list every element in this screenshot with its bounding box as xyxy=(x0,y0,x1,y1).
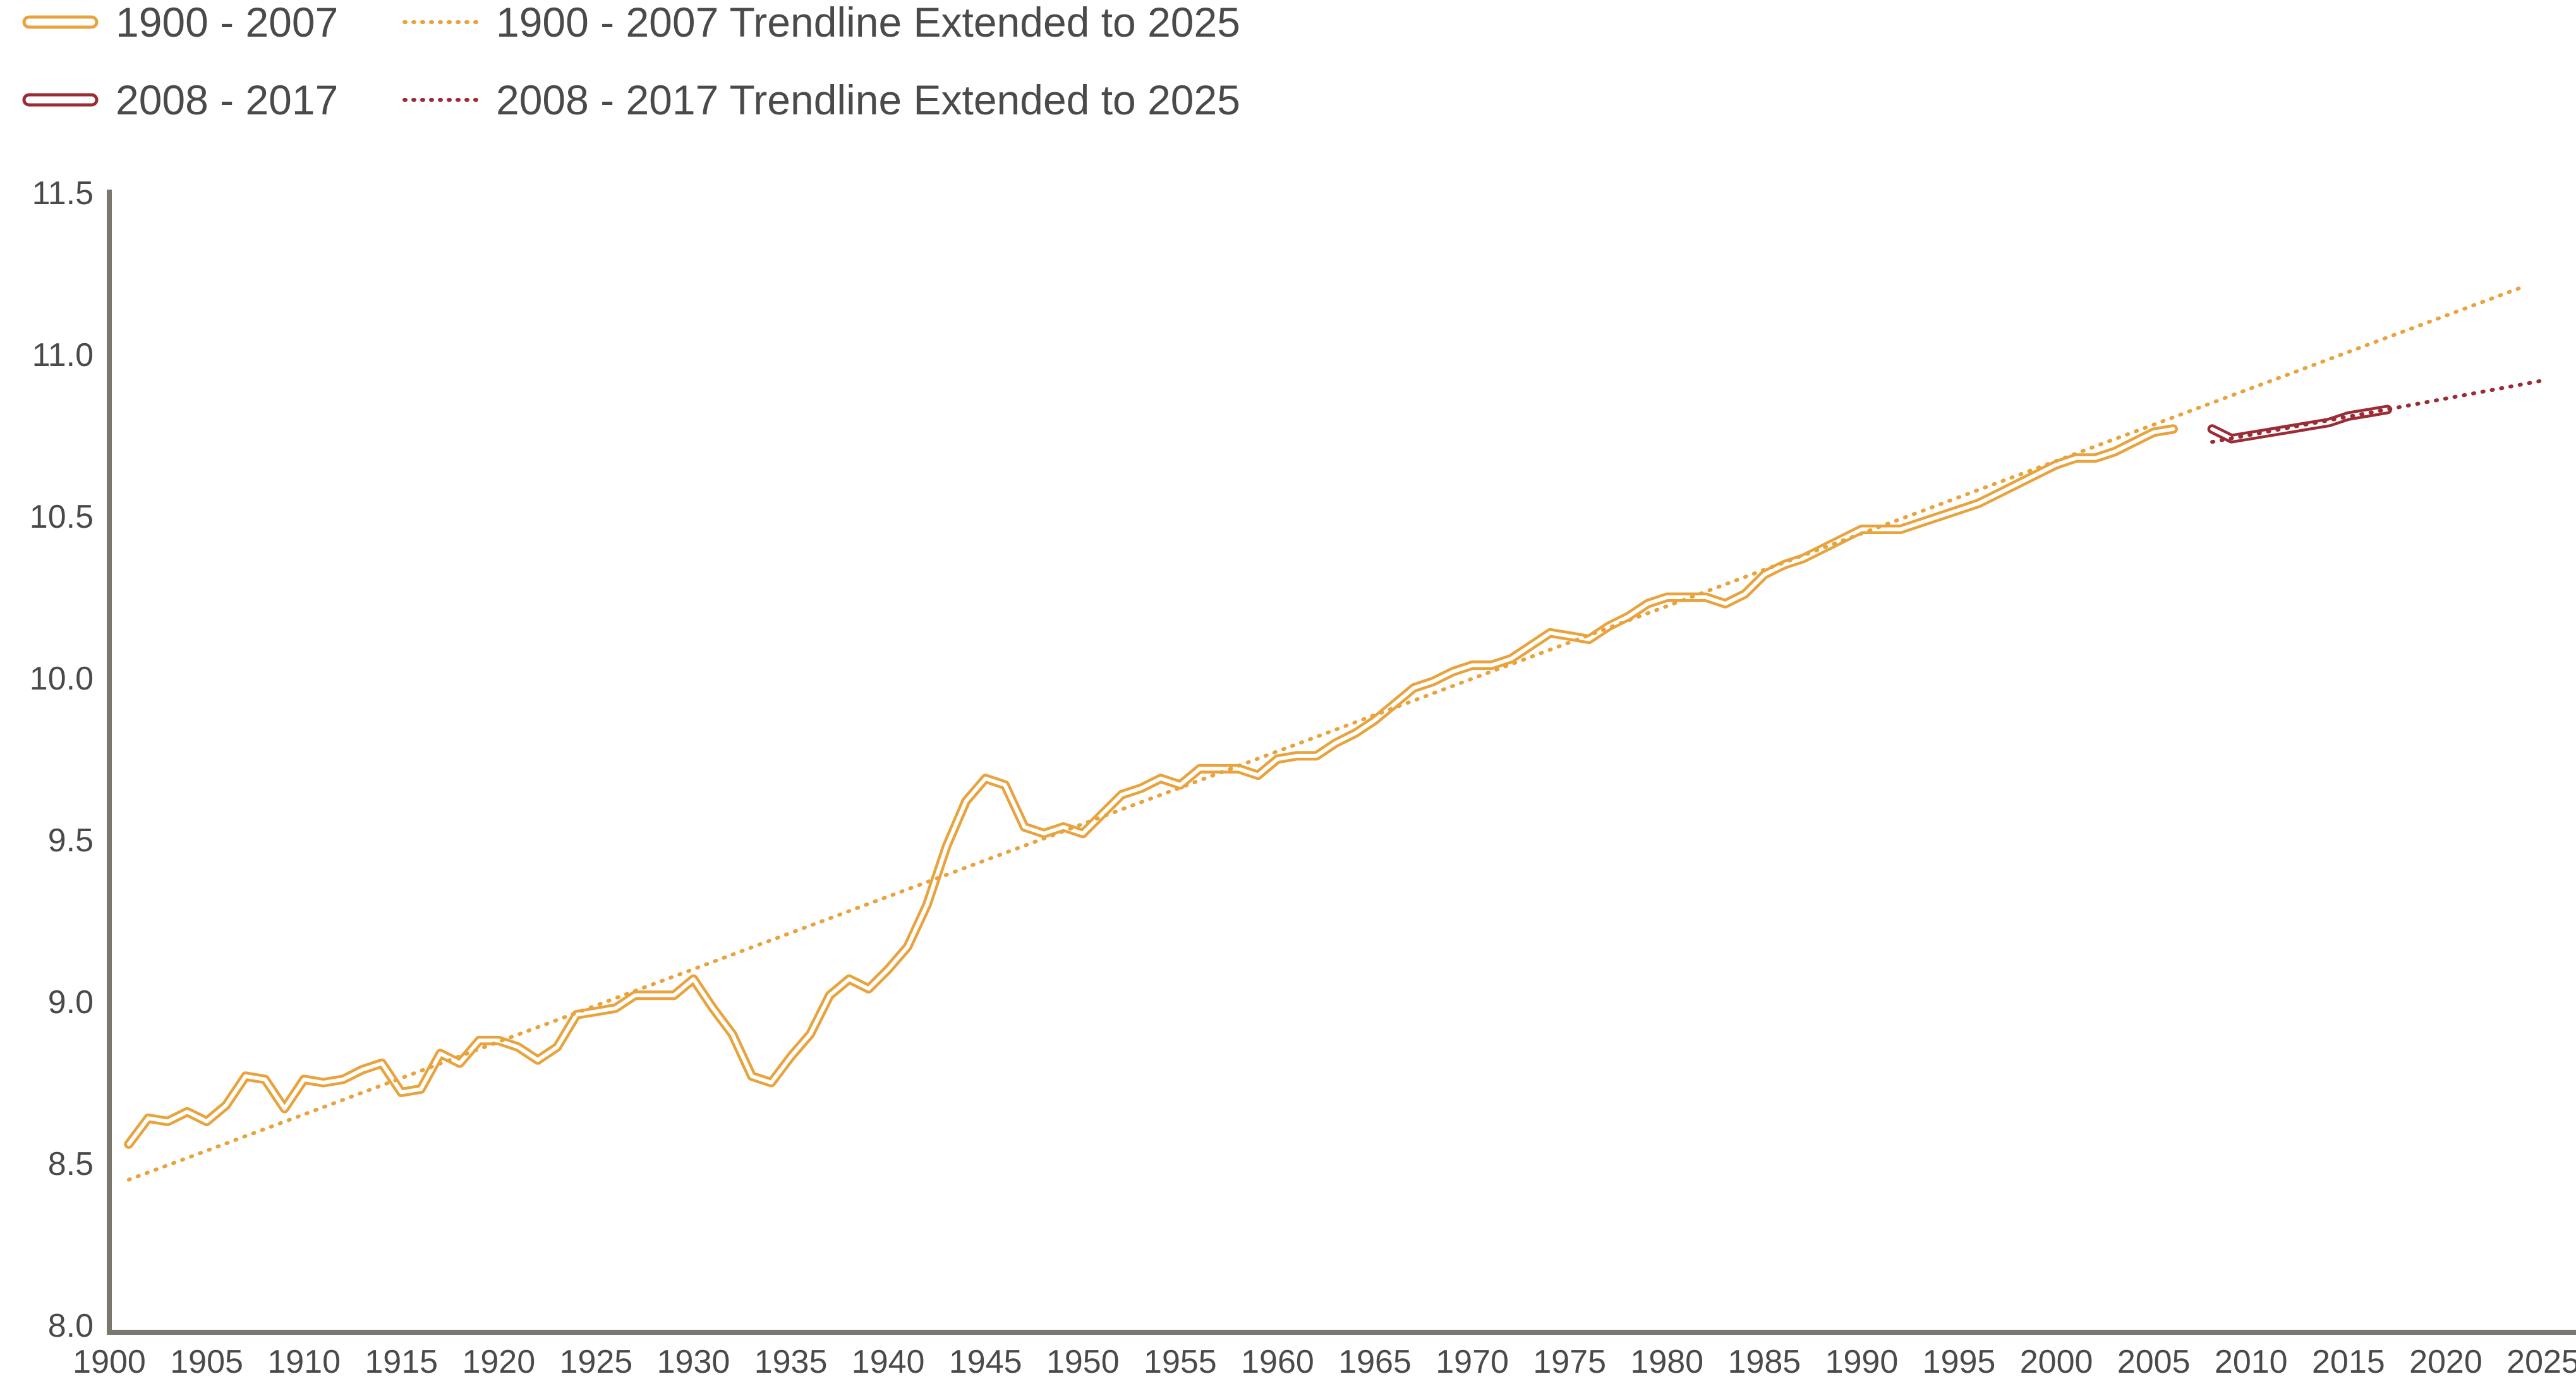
y-tick-label: 8.0 xyxy=(48,1308,94,1344)
x-tick-label: 2005 xyxy=(2117,1344,2191,1380)
legend-item: 1900 - 2007 Trendline Extended to 2025 xyxy=(402,0,1240,46)
legend-item: 2008 - 2017 xyxy=(22,76,338,123)
chart-axes: 8.0 8.5 9.0 9.5 10.0 10.5 11.0 11.5 1900 1905 1910… xyxy=(30,175,2576,1380)
trendline-path xyxy=(2210,379,2545,444)
x-tick-label: 1910 xyxy=(267,1344,341,1380)
x-tick-label: 1980 xyxy=(1630,1344,1703,1380)
x-tick-label: 2025 xyxy=(2506,1344,2576,1380)
series-trendline-1 xyxy=(126,284,2526,1182)
x-tick-label: 2020 xyxy=(2409,1344,2482,1380)
x-tick-label: 1900 xyxy=(73,1344,146,1380)
x-tick-label: 1950 xyxy=(1046,1344,1120,1380)
x-tick-label: 1985 xyxy=(1728,1344,1801,1380)
y-tick-label: 9.0 xyxy=(48,984,94,1021)
x-tick-label: 2015 xyxy=(2312,1344,2385,1380)
legend-label: 1900 - 2007 xyxy=(116,0,338,46)
y-tick-label: 11.0 xyxy=(32,337,94,374)
trendline-path xyxy=(126,284,2526,1182)
x-tick-label: 1955 xyxy=(1144,1344,1217,1380)
series-line-0 xyxy=(124,424,2178,1149)
x-tick-label: 2000 xyxy=(2020,1344,2093,1380)
x-tick-label: 1935 xyxy=(754,1344,828,1380)
series-trendline-3 xyxy=(2210,379,2545,444)
legend-label: 2008 - 2017 xyxy=(116,76,338,123)
chart-plot-area xyxy=(124,284,2545,1182)
x-tick-label: 1945 xyxy=(949,1344,1022,1380)
x-tick-label: 2010 xyxy=(2215,1344,2288,1380)
legend-label: 2008 - 2017 Trendline Extended to 2025 xyxy=(496,76,1240,123)
x-tick-label: 1970 xyxy=(1436,1344,1509,1380)
x-tick-label: 1965 xyxy=(1338,1344,1412,1380)
x-tick-label: 1940 xyxy=(852,1344,925,1380)
legend-swatch-line xyxy=(22,93,99,107)
y-tick-label: 10.0 xyxy=(30,660,94,697)
x-tick-label: 1990 xyxy=(1825,1344,1899,1380)
x-tick-label: 1930 xyxy=(657,1344,730,1380)
legend-swatch-line xyxy=(22,15,99,29)
x-tick-label: 1915 xyxy=(365,1344,438,1380)
chart-legend: 1900 - 2007 1900 - 2007 Trendline Extende… xyxy=(22,0,1240,123)
x-tick-label: 1920 xyxy=(462,1344,535,1380)
x-tick-label: 1975 xyxy=(1533,1344,1606,1380)
series-line-outer xyxy=(124,424,2178,1149)
x-tick-label: 1960 xyxy=(1241,1344,1314,1380)
y-tick-label: 9.5 xyxy=(48,822,94,859)
y-tick-label: 8.5 xyxy=(48,1146,94,1182)
legend-label: 1900 - 2007 Trendline Extended to 2025 xyxy=(496,0,1240,46)
y-tick-label: 11.5 xyxy=(32,175,94,212)
x-tick-label: 1925 xyxy=(560,1344,633,1380)
x-tick-label: 1905 xyxy=(170,1344,243,1380)
legend-item: 1900 - 2007 xyxy=(22,0,338,46)
legend-item: 2008 - 2017 Trendline Extended to 2025 xyxy=(402,76,1240,123)
y-tick-label: 10.5 xyxy=(30,499,94,535)
x-tick-label: 1995 xyxy=(1923,1344,1996,1380)
